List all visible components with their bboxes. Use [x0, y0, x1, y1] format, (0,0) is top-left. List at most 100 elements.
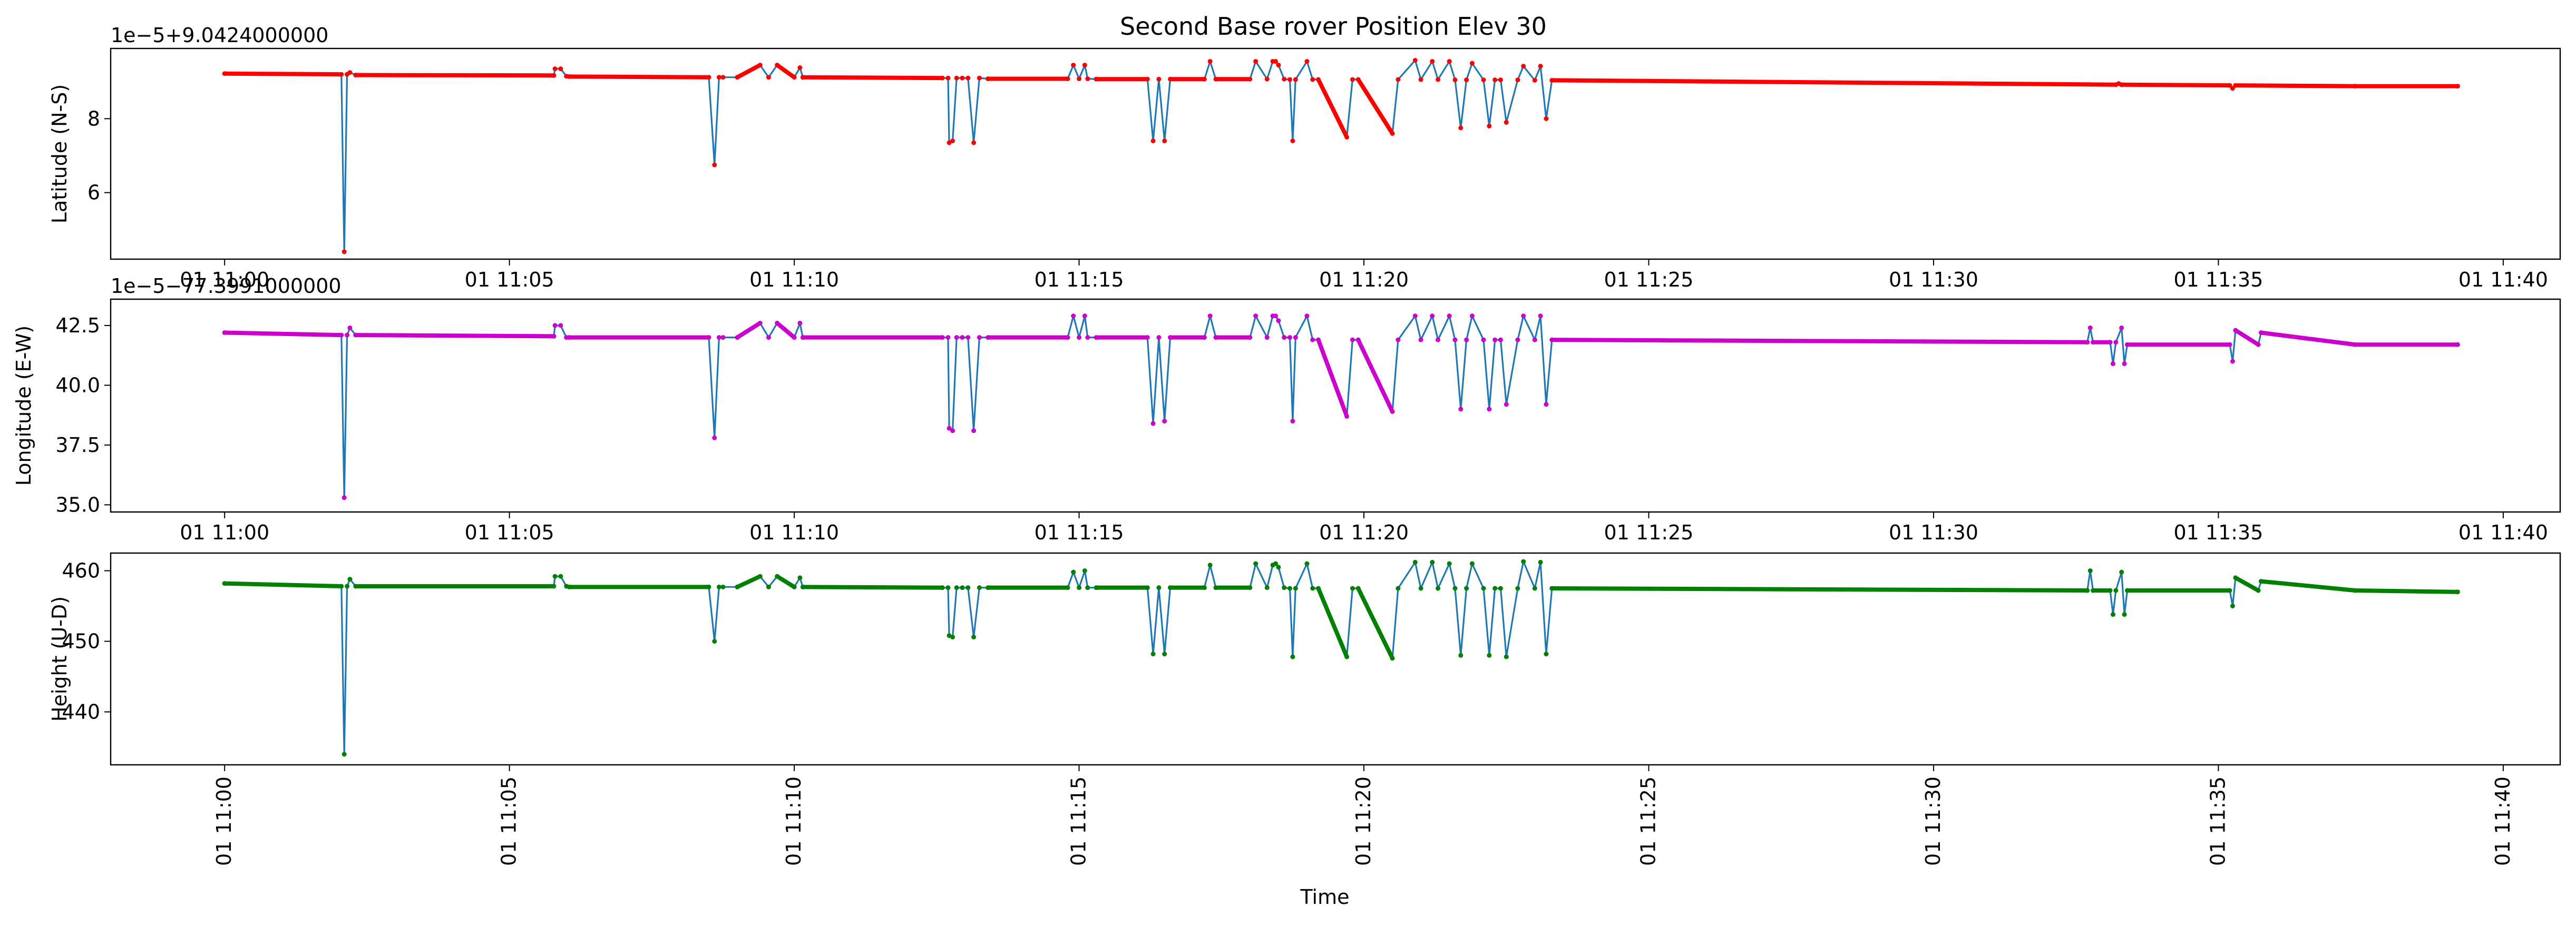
longitude-y-tick-label: 42.5	[55, 314, 100, 337]
latitude-data-point	[1452, 77, 1458, 83]
longitude-data-point	[1498, 337, 1503, 342]
longitude-data-point	[1538, 313, 1543, 319]
latitude-data-point	[940, 75, 945, 81]
longitude-marker-run	[222, 330, 344, 338]
height-data-point	[1532, 586, 1537, 591]
longitude-x-tick-label: 01 11:30	[1889, 521, 1978, 544]
latitude-data-point	[950, 138, 955, 143]
longitude-data-point	[775, 320, 780, 326]
latitude-data-point	[1264, 76, 1270, 82]
height-data-point	[1355, 586, 1361, 591]
longitude-y-tick-label: 40.0	[55, 373, 100, 397]
latitude-data-point	[1487, 123, 1492, 129]
height-data-point	[1264, 585, 1270, 590]
longitude-data-point	[1156, 335, 1162, 340]
height-marker-run	[2353, 588, 2460, 594]
latitude-x-tick-label: 01 11:20	[1319, 268, 1409, 291]
latitude-data-point	[960, 75, 965, 81]
latitude-marker-run	[801, 75, 945, 81]
latitude-data-point	[1515, 77, 1520, 83]
longitude-data-point	[757, 320, 763, 326]
latitude-data-point	[1350, 77, 1355, 82]
height-data-point	[1396, 586, 1401, 591]
longitude-marker-run	[2259, 330, 2357, 347]
longitude-data-point	[2107, 340, 2113, 345]
height-data-point	[775, 574, 780, 579]
longitude-data-point	[977, 335, 982, 340]
height-y-axis-label: Height (U-D)	[48, 596, 71, 722]
longitude-x-tick-label: 01 11:35	[2173, 521, 2263, 544]
height-data-point	[1412, 559, 1418, 565]
longitude-data-point	[1085, 335, 1090, 340]
longitude-data-point	[2227, 342, 2232, 347]
longitude-data-point	[985, 335, 991, 340]
latitude-marker-run	[735, 63, 763, 80]
height-data-point	[551, 584, 557, 589]
height-data-point	[1430, 559, 1435, 565]
height-marker-run	[222, 581, 344, 588]
longitude-x-tick-label: 01 11:10	[749, 521, 839, 544]
latitude-data-point	[567, 74, 572, 79]
longitude-data-point	[353, 332, 358, 338]
latitude-data-point	[341, 249, 347, 254]
latitude-data-point	[1168, 76, 1173, 82]
height-data-point	[1290, 654, 1295, 659]
height-y-tick-label: 450	[62, 630, 100, 653]
height-x-tick-label: 01 11:00	[212, 776, 236, 866]
longitude-data-point	[2113, 340, 2119, 345]
latitude-marker-run	[2233, 83, 2357, 88]
longitude-data-point	[1469, 313, 1475, 319]
longitude-data-point	[1390, 409, 1395, 414]
latitude-data-point	[1412, 57, 1418, 63]
latitude-data-point	[2353, 84, 2358, 89]
latitude-data-point	[1247, 76, 1253, 82]
longitude-data-point	[797, 320, 803, 326]
longitude-data-point	[1515, 337, 1520, 342]
longitude-data-point	[341, 495, 347, 500]
height-data-point	[1504, 654, 1509, 659]
latitude-data-point	[1156, 76, 1162, 82]
height-data-point	[567, 584, 572, 589]
latitude-data-point	[712, 162, 717, 168]
longitude-data-point	[567, 335, 572, 340]
height-marker-run	[735, 574, 763, 589]
longitude-x-tick-label: 01 11:20	[1319, 521, 1409, 544]
latitude-data-point	[985, 76, 991, 82]
latitude-data-point	[775, 63, 780, 68]
height-data-point	[1293, 586, 1298, 591]
latitude-data-point	[792, 75, 797, 80]
height-data-point	[1150, 652, 1156, 657]
longitude-marker-run	[1549, 338, 2090, 344]
longitude-marker-run	[1356, 338, 1395, 414]
longitude-data-point	[2085, 340, 2090, 345]
latitude-data-point	[1162, 138, 1167, 143]
longitude-data-point	[1282, 335, 1287, 340]
longitude-data-point	[1532, 337, 1537, 342]
longitude-data-point	[1487, 407, 1492, 412]
latitude-data-point	[1492, 77, 1498, 83]
latitude-data-point	[339, 72, 344, 77]
latitude-data-point	[1464, 77, 1469, 83]
height-data-point	[1304, 561, 1310, 566]
longitude-panel: 01 11:00 01 11:05 01 11:10 01 11:15 01 11:20…	[12, 274, 2561, 544]
longitude-data-point	[1065, 335, 1070, 340]
latitude-data-point	[1532, 77, 1537, 83]
latitude-data-point	[706, 75, 711, 80]
longitude-data-point	[1168, 335, 1173, 340]
latitude-axes-frame	[110, 47, 2561, 260]
height-x-tick-label: 01 11:10	[782, 776, 805, 866]
latitude-data-point	[757, 63, 763, 68]
latitude-x-tick-label: 01 11:25	[1604, 268, 1694, 291]
latitude-data-point	[1253, 59, 1258, 64]
height-data-point	[1077, 585, 1082, 590]
height-x-tick-label: 01 11:40	[2491, 776, 2514, 866]
longitude-data-point	[1504, 402, 1509, 407]
height-y-tick-label: 460	[62, 559, 100, 583]
height-data-point	[353, 584, 358, 589]
height-data-point	[1156, 585, 1162, 590]
longitude-data-point	[2455, 342, 2460, 347]
latitude-data-point	[1344, 134, 1350, 140]
height-data-point	[1469, 561, 1475, 566]
longitude-y-axis-label: Longitude (E-W)	[12, 326, 35, 486]
